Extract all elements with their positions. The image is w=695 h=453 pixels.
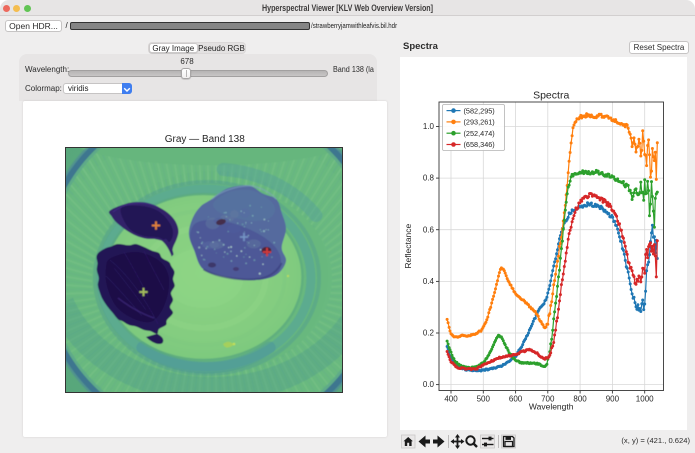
svg-text:0.8: 0.8 — [423, 174, 435, 183]
svg-text:(582,295): (582,295) — [464, 106, 495, 115]
svg-text:400: 400 — [444, 395, 458, 404]
svg-text:Reflectance: Reflectance — [403, 223, 413, 268]
svg-text:(252,474): (252,474) — [464, 129, 495, 138]
svg-text:0.4: 0.4 — [423, 277, 435, 286]
svg-text:Wavelength: Wavelength — [529, 402, 574, 412]
svg-text:0.2: 0.2 — [423, 329, 435, 338]
svg-text:800: 800 — [573, 395, 587, 404]
svg-text:600: 600 — [509, 395, 523, 404]
svg-text:0.6: 0.6 — [423, 225, 435, 234]
svg-text:(293,261): (293,261) — [464, 118, 495, 127]
svg-text:(658,346): (658,346) — [464, 140, 495, 149]
svg-text:1.0: 1.0 — [423, 122, 435, 131]
svg-text:500: 500 — [477, 395, 491, 404]
svg-text:0.0: 0.0 — [423, 380, 435, 389]
svg-text:1000: 1000 — [636, 395, 654, 404]
svg-text:900: 900 — [606, 395, 620, 404]
svg-text:700: 700 — [541, 395, 555, 404]
svg-text:Spectra: Spectra — [533, 90, 569, 102]
